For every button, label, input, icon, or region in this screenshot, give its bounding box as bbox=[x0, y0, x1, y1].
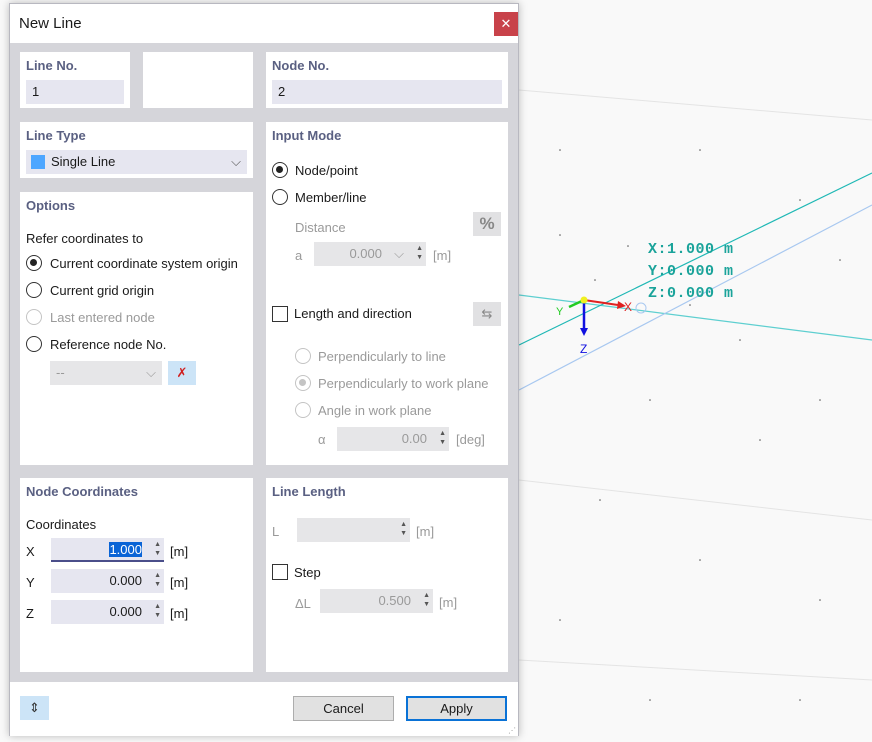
axis-x-label: X bbox=[624, 300, 632, 314]
step-length-field: 0.500 ▲ ▼ bbox=[320, 589, 433, 613]
refer-coordinates-label: Refer coordinates to bbox=[26, 231, 144, 246]
node-no-field[interactable]: 2 bbox=[272, 80, 502, 104]
line-type-label: Line Type bbox=[26, 128, 86, 143]
line-no-label: Line No. bbox=[26, 58, 78, 73]
line-type-select[interactable]: Single Line ⌵ bbox=[26, 150, 247, 174]
delta-l-unit: [m] bbox=[439, 595, 458, 610]
options-label: Options bbox=[26, 198, 76, 213]
line-length-panel: Line Length L ▲ ▼ [m] Step ΔL 0.500 ▲ ▼ [m] bbox=[266, 478, 508, 672]
new-line-dialog: New Line ✕ Line No. 1 Node No. 2 Line Ty… bbox=[9, 3, 519, 736]
node-no-label: Node No. bbox=[272, 58, 330, 73]
dialog-title: New Line bbox=[19, 15, 82, 32]
cancel-button[interactable]: Cancel bbox=[293, 696, 394, 721]
axis-y-label: Y bbox=[556, 306, 564, 318]
z-coordinate-field[interactable]: 0.000 ▲ ▼ bbox=[51, 600, 164, 624]
z-label: Z bbox=[26, 606, 34, 621]
distance-label: Distance bbox=[295, 220, 346, 235]
grid-dots bbox=[559, 149, 841, 701]
reference-node-select: -- ⌵ bbox=[50, 361, 162, 385]
input-mode-label: Input Mode bbox=[272, 128, 342, 143]
x-axis-arrow bbox=[583, 299, 619, 306]
title-bar[interactable]: New Line ✕ bbox=[10, 4, 518, 43]
y-coordinate-readout: Y:0.000 m bbox=[648, 263, 734, 280]
l-unit: [m] bbox=[416, 524, 435, 539]
delta-l-label: ΔL bbox=[295, 596, 311, 611]
alpha-unit: [deg] bbox=[456, 432, 485, 447]
reverse-direction-icon: ⇆ bbox=[473, 302, 501, 326]
x-unit: [m] bbox=[170, 544, 189, 559]
percent-button: % bbox=[473, 212, 501, 236]
length-field: ▲ ▼ bbox=[297, 518, 410, 542]
y-label: Y bbox=[26, 575, 35, 590]
y-unit: [m] bbox=[170, 575, 189, 590]
z-unit: [m] bbox=[170, 606, 189, 621]
x-coordinate-field[interactable]: 1.000 ▲ ▼ bbox=[51, 538, 164, 562]
a-unit: [m] bbox=[433, 248, 452, 263]
x-label: X bbox=[26, 544, 35, 559]
line-no-panel: Line No. 1 bbox=[20, 52, 130, 108]
input-mode-panel: Input Mode Node/point Member/line Distan… bbox=[266, 122, 508, 465]
l-label: L bbox=[272, 524, 280, 539]
line-no-field[interactable]: 1 bbox=[26, 80, 124, 104]
line-blue bbox=[518, 204, 872, 391]
blank-panel bbox=[143, 52, 253, 108]
z-coordinate-readout: Z:0.000 m bbox=[648, 285, 734, 302]
node-no-panel: Node No. 2 bbox=[266, 52, 508, 108]
line-type-color-swatch bbox=[31, 155, 45, 169]
dialog-footer: ⇕ Cancel Apply ⋰ bbox=[10, 682, 518, 736]
compact-view-icon[interactable]: ⇕ bbox=[20, 696, 49, 720]
apply-button[interactable]: Apply bbox=[406, 696, 507, 721]
node-coordinates-panel: Node Coordinates Coordinates X 1.000 ▲ ▼ [… bbox=[20, 478, 253, 672]
x-coordinate-readout: X:1.000 m bbox=[648, 241, 734, 258]
axis-z-label: Z bbox=[580, 342, 587, 356]
node-coordinates-label: Node Coordinates bbox=[26, 484, 138, 499]
resize-grip-icon[interactable]: ⋰ bbox=[508, 726, 516, 735]
alpha-field: 0.00 ▲ ▼ bbox=[337, 427, 449, 451]
distance-a-field: 0.000 ⌵ ▲ ▼ bbox=[314, 242, 426, 266]
close-icon[interactable]: ✕ bbox=[494, 12, 518, 36]
y-coordinate-field[interactable]: 0.000 ▲ ▼ bbox=[51, 569, 164, 593]
a-label: a bbox=[295, 248, 303, 263]
chevron-down-icon: ⌵ bbox=[231, 154, 241, 169]
alpha-label: α bbox=[318, 432, 326, 447]
line-length-label: Line Length bbox=[272, 484, 346, 499]
coordinates-label: Coordinates bbox=[26, 517, 97, 532]
options-panel: Options Refer coordinates to Current coo… bbox=[20, 192, 253, 465]
line-type-value: Single Line bbox=[51, 154, 116, 169]
line-type-panel: Line Type Single Line ⌵ bbox=[20, 122, 253, 178]
pick-node-icon[interactable]: ✗ bbox=[168, 361, 196, 385]
line-cyan-2 bbox=[518, 172, 872, 346]
